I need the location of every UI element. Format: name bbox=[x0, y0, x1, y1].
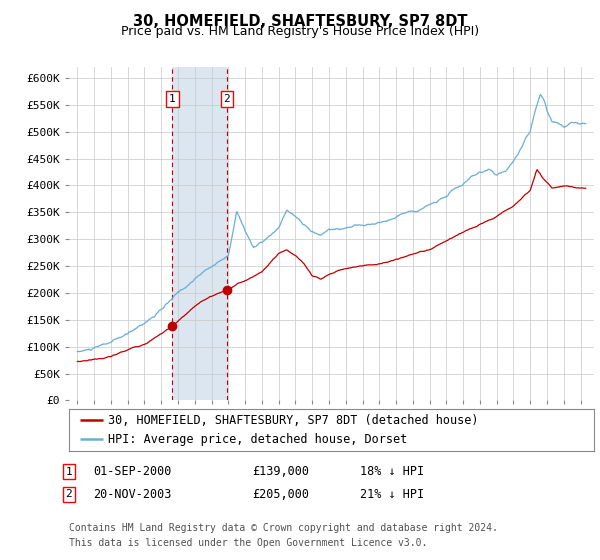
Bar bbox=[172, 67, 227, 400]
Text: Price paid vs. HM Land Registry's House Price Index (HPI): Price paid vs. HM Land Registry's House … bbox=[121, 25, 479, 38]
Text: 30, HOMEFIELD, SHAFTESBURY, SP7 8DT (detached house): 30, HOMEFIELD, SHAFTESBURY, SP7 8DT (det… bbox=[109, 414, 479, 427]
Text: 01-SEP-2000: 01-SEP-2000 bbox=[93, 465, 172, 478]
Text: 30, HOMEFIELD, SHAFTESBURY, SP7 8DT: 30, HOMEFIELD, SHAFTESBURY, SP7 8DT bbox=[133, 14, 467, 29]
Text: £205,000: £205,000 bbox=[252, 488, 309, 501]
Text: This data is licensed under the Open Government Licence v3.0.: This data is licensed under the Open Gov… bbox=[69, 538, 427, 548]
Text: 18% ↓ HPI: 18% ↓ HPI bbox=[360, 465, 424, 478]
Text: 21% ↓ HPI: 21% ↓ HPI bbox=[360, 488, 424, 501]
Text: £139,000: £139,000 bbox=[252, 465, 309, 478]
Text: Contains HM Land Registry data © Crown copyright and database right 2024.: Contains HM Land Registry data © Crown c… bbox=[69, 523, 498, 533]
Text: 1: 1 bbox=[169, 94, 176, 104]
Text: 1: 1 bbox=[65, 466, 73, 477]
Text: 2: 2 bbox=[65, 489, 73, 500]
Text: 2: 2 bbox=[223, 94, 230, 104]
Text: 20-NOV-2003: 20-NOV-2003 bbox=[93, 488, 172, 501]
Text: HPI: Average price, detached house, Dorset: HPI: Average price, detached house, Dors… bbox=[109, 433, 407, 446]
